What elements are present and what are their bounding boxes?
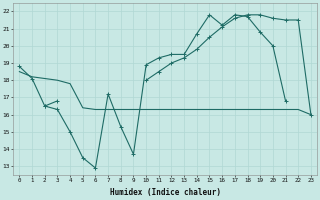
X-axis label: Humidex (Indice chaleur): Humidex (Indice chaleur)	[110, 188, 220, 197]
